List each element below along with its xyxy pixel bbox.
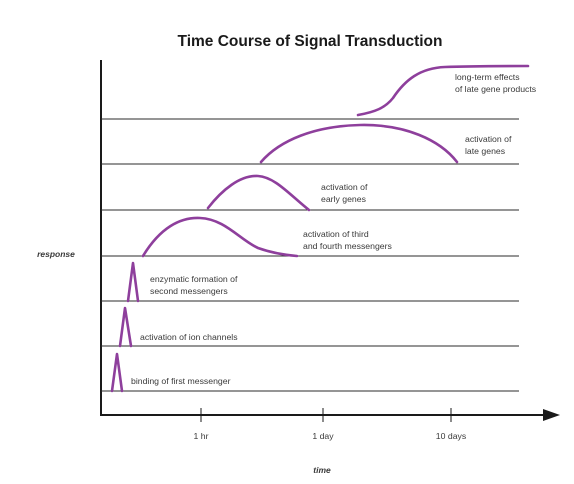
label-late-genes: activation of late genes: [465, 134, 514, 156]
label-line: binding of first messenger: [131, 376, 231, 386]
y-axis-label: response: [37, 249, 75, 259]
curve-late-genes: [259, 123, 459, 164]
label-line: activation of: [321, 182, 368, 192]
curve-late-gene-products: [356, 64, 530, 117]
label-third-fourth-messengers: activation of third and fourth messenger…: [303, 229, 393, 251]
label-line: of late gene products: [455, 84, 537, 94]
curve-early-genes: [206, 174, 311, 212]
curve-second-messengers: [126, 261, 140, 303]
curve-third-fourth-messengers: [141, 216, 299, 258]
label-line: early genes: [321, 194, 367, 204]
label-line: long-term effects: [455, 72, 520, 82]
curve-ion-channels: [118, 306, 133, 348]
label-line: late genes: [465, 146, 506, 156]
diagram-title: Time Course of Signal Transduction: [178, 33, 443, 50]
x-axis-arrowhead: [543, 409, 560, 421]
label-late-gene-products: long-term effects of late gene products: [455, 72, 537, 94]
label-line: activation of: [465, 134, 512, 144]
x-tick-label-1day: 1 day: [312, 431, 334, 441]
x-axis-label: time: [313, 465, 331, 475]
curve-binding-first-messenger: [110, 352, 124, 393]
label-binding-first-messenger: binding of first messenger: [131, 376, 231, 386]
label-line: activation of ion channels: [140, 332, 238, 342]
label-line: second messengers: [150, 286, 228, 296]
label-line: activation of third: [303, 229, 369, 239]
label-early-genes: activation of early genes: [321, 182, 370, 204]
label-line: enzymatic formation of: [150, 274, 238, 284]
x-tick-label-10days: 10 days: [436, 431, 467, 441]
label-ion-channels: activation of ion channels: [140, 332, 238, 342]
x-tick-label-1hr: 1 hr: [194, 431, 209, 441]
label-second-messengers: enzymatic formation of second messengers: [150, 274, 240, 296]
label-line: and fourth messengers: [303, 241, 393, 251]
